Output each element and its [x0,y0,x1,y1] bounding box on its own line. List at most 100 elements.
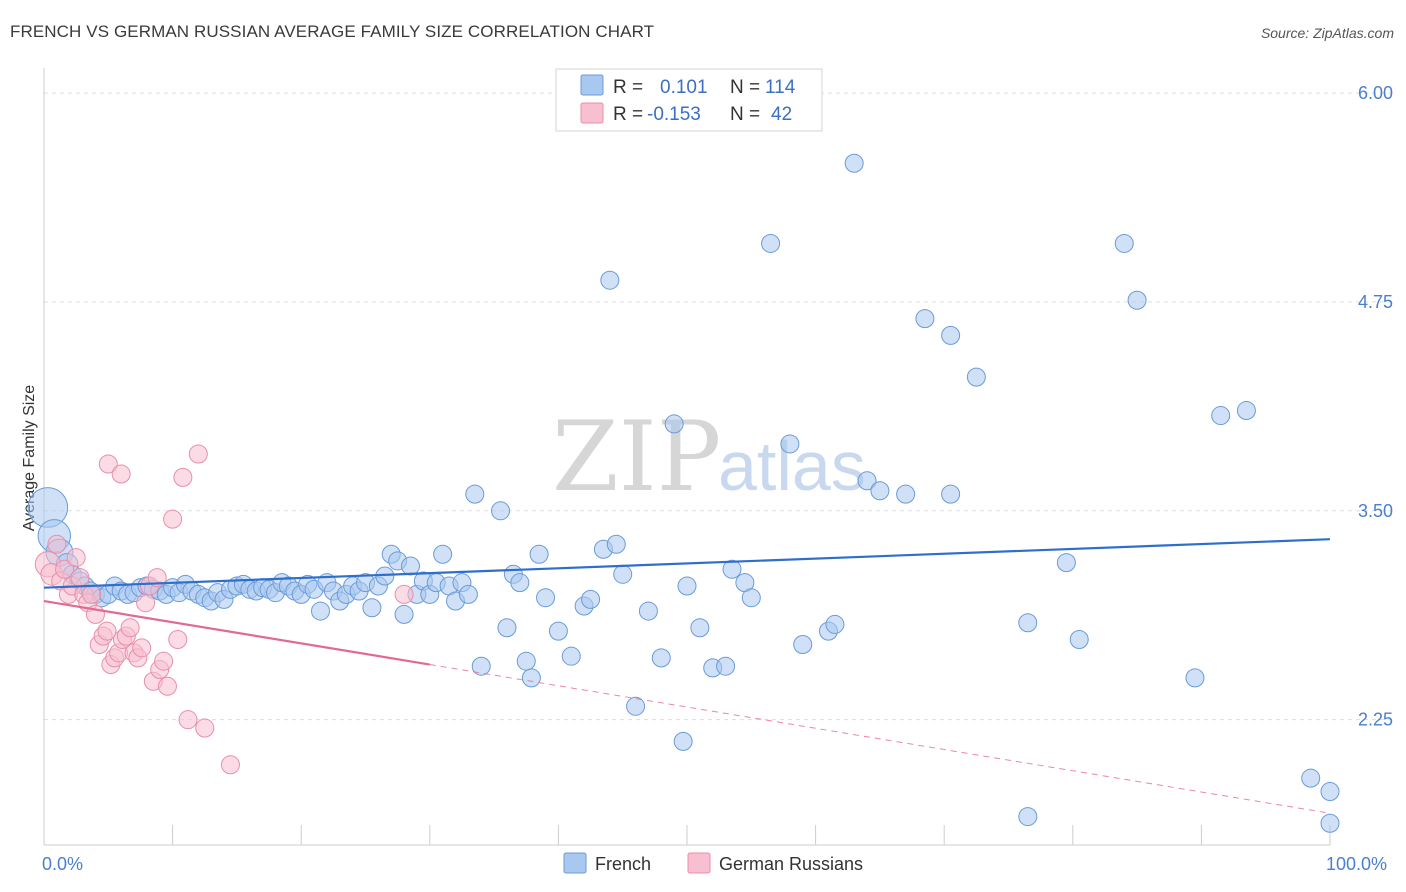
french-point [465,484,485,504]
german-russian-point [132,638,152,658]
french-point [433,544,453,564]
legend-n-value-german: 42 [771,104,792,125]
german-russian-point [178,710,198,730]
french-point [606,534,626,554]
french-point [310,601,330,621]
german-russian-point [195,718,215,738]
bottom-legend-label-german: German Russians [719,854,863,874]
french-point [471,656,491,676]
french-point [626,696,646,716]
french-point [915,309,935,329]
french-point [722,559,742,579]
x-tick-label-start: 0.0% [42,854,83,874]
french-point [491,501,511,521]
german-russian-point [47,534,67,554]
french-point [362,598,382,618]
french-point [561,646,581,666]
german-russian-point [111,464,131,484]
y-tick-label: 4.75 [1358,292,1393,312]
french-point [780,434,800,454]
x-tick-label-end: 100.0% [1326,854,1387,874]
german-russian-point [173,467,193,487]
german-russian-point [188,444,208,464]
french-trend-line [43,538,1331,589]
french-point [896,484,916,504]
french-points [27,153,1340,833]
legend-n-label-french: N = [730,77,760,98]
french-point [581,589,601,609]
y-tick-label: 3.50 [1358,501,1393,521]
german-russian-point [157,676,177,696]
french-point [1236,401,1256,421]
french-point [1320,782,1340,802]
french-point [825,614,845,634]
german-russian-point [82,584,102,604]
french-point [1018,613,1038,633]
french-point [1056,553,1076,573]
french-point [458,584,478,604]
legend-r-label-french: R = [613,77,643,98]
legend-n-label-german: N = [730,104,760,125]
french-point [1127,290,1147,310]
french-point [793,634,813,654]
german-russian-point [163,509,183,529]
german-russian-point [70,568,90,588]
french-point [1320,813,1340,833]
french-point [516,651,536,671]
x-ticks [43,825,1331,845]
chart-title: FRENCH VS GERMAN RUSSIAN AVERAGE FAMILY … [10,22,655,41]
y-tick-label: 2.25 [1358,710,1393,730]
french-point [548,621,568,641]
french-point [497,618,517,638]
french-point [394,604,414,624]
french-point [1185,668,1205,688]
french-point [716,656,736,676]
french-point [1211,406,1231,426]
source-label: Source: ZipAtlas.com [1260,25,1394,41]
french-point [761,233,781,253]
french-point [664,414,684,434]
german-russian-point [220,755,240,775]
legend-n-value-french: 114 [765,77,796,98]
legend-swatch-german [580,102,604,124]
german-russian-trend-line [43,599,430,666]
french-point [651,648,671,668]
series-legend: French German Russians [563,852,863,874]
y-tick-label: 6.00 [1358,83,1393,103]
french-point [638,601,658,621]
german-russian-point [66,548,86,568]
bottom-legend-swatch-french [563,852,587,874]
french-point [741,588,761,608]
german-russian-points [34,444,414,775]
german-russian-point [136,593,156,613]
bottom-legend-label-french: French [595,854,651,874]
french-point [857,471,877,491]
french-point [677,576,697,596]
german-russian-point [154,651,174,671]
legend-r-value-french: 0.101 [660,77,708,98]
legend-swatch-french [580,74,604,96]
bottom-legend-swatch-german [687,852,711,874]
french-point [941,325,961,345]
french-point [600,270,620,290]
y-tick-labels: 2.25 3.50 4.75 6.00 [1358,83,1393,730]
french-point [510,573,530,593]
french-point [1301,768,1321,788]
french-point [690,618,710,638]
french-point [521,668,541,688]
german-russian-point [394,584,414,604]
german-russian-point [55,559,75,579]
german-russian-point [120,618,140,638]
french-point [613,564,633,584]
stats-legend: R = 0.101 N = 114 R = -0.153 N = 42 [555,68,823,132]
french-point [1018,807,1038,827]
french-point [1114,233,1134,253]
legend-r-value-german: -0.153 [647,104,701,125]
german-russian-point [97,621,117,641]
french-point [536,588,556,608]
legend-r-label-german: R = [613,104,643,125]
french-point [941,484,961,504]
french-point [870,481,890,501]
french-point [401,556,421,576]
